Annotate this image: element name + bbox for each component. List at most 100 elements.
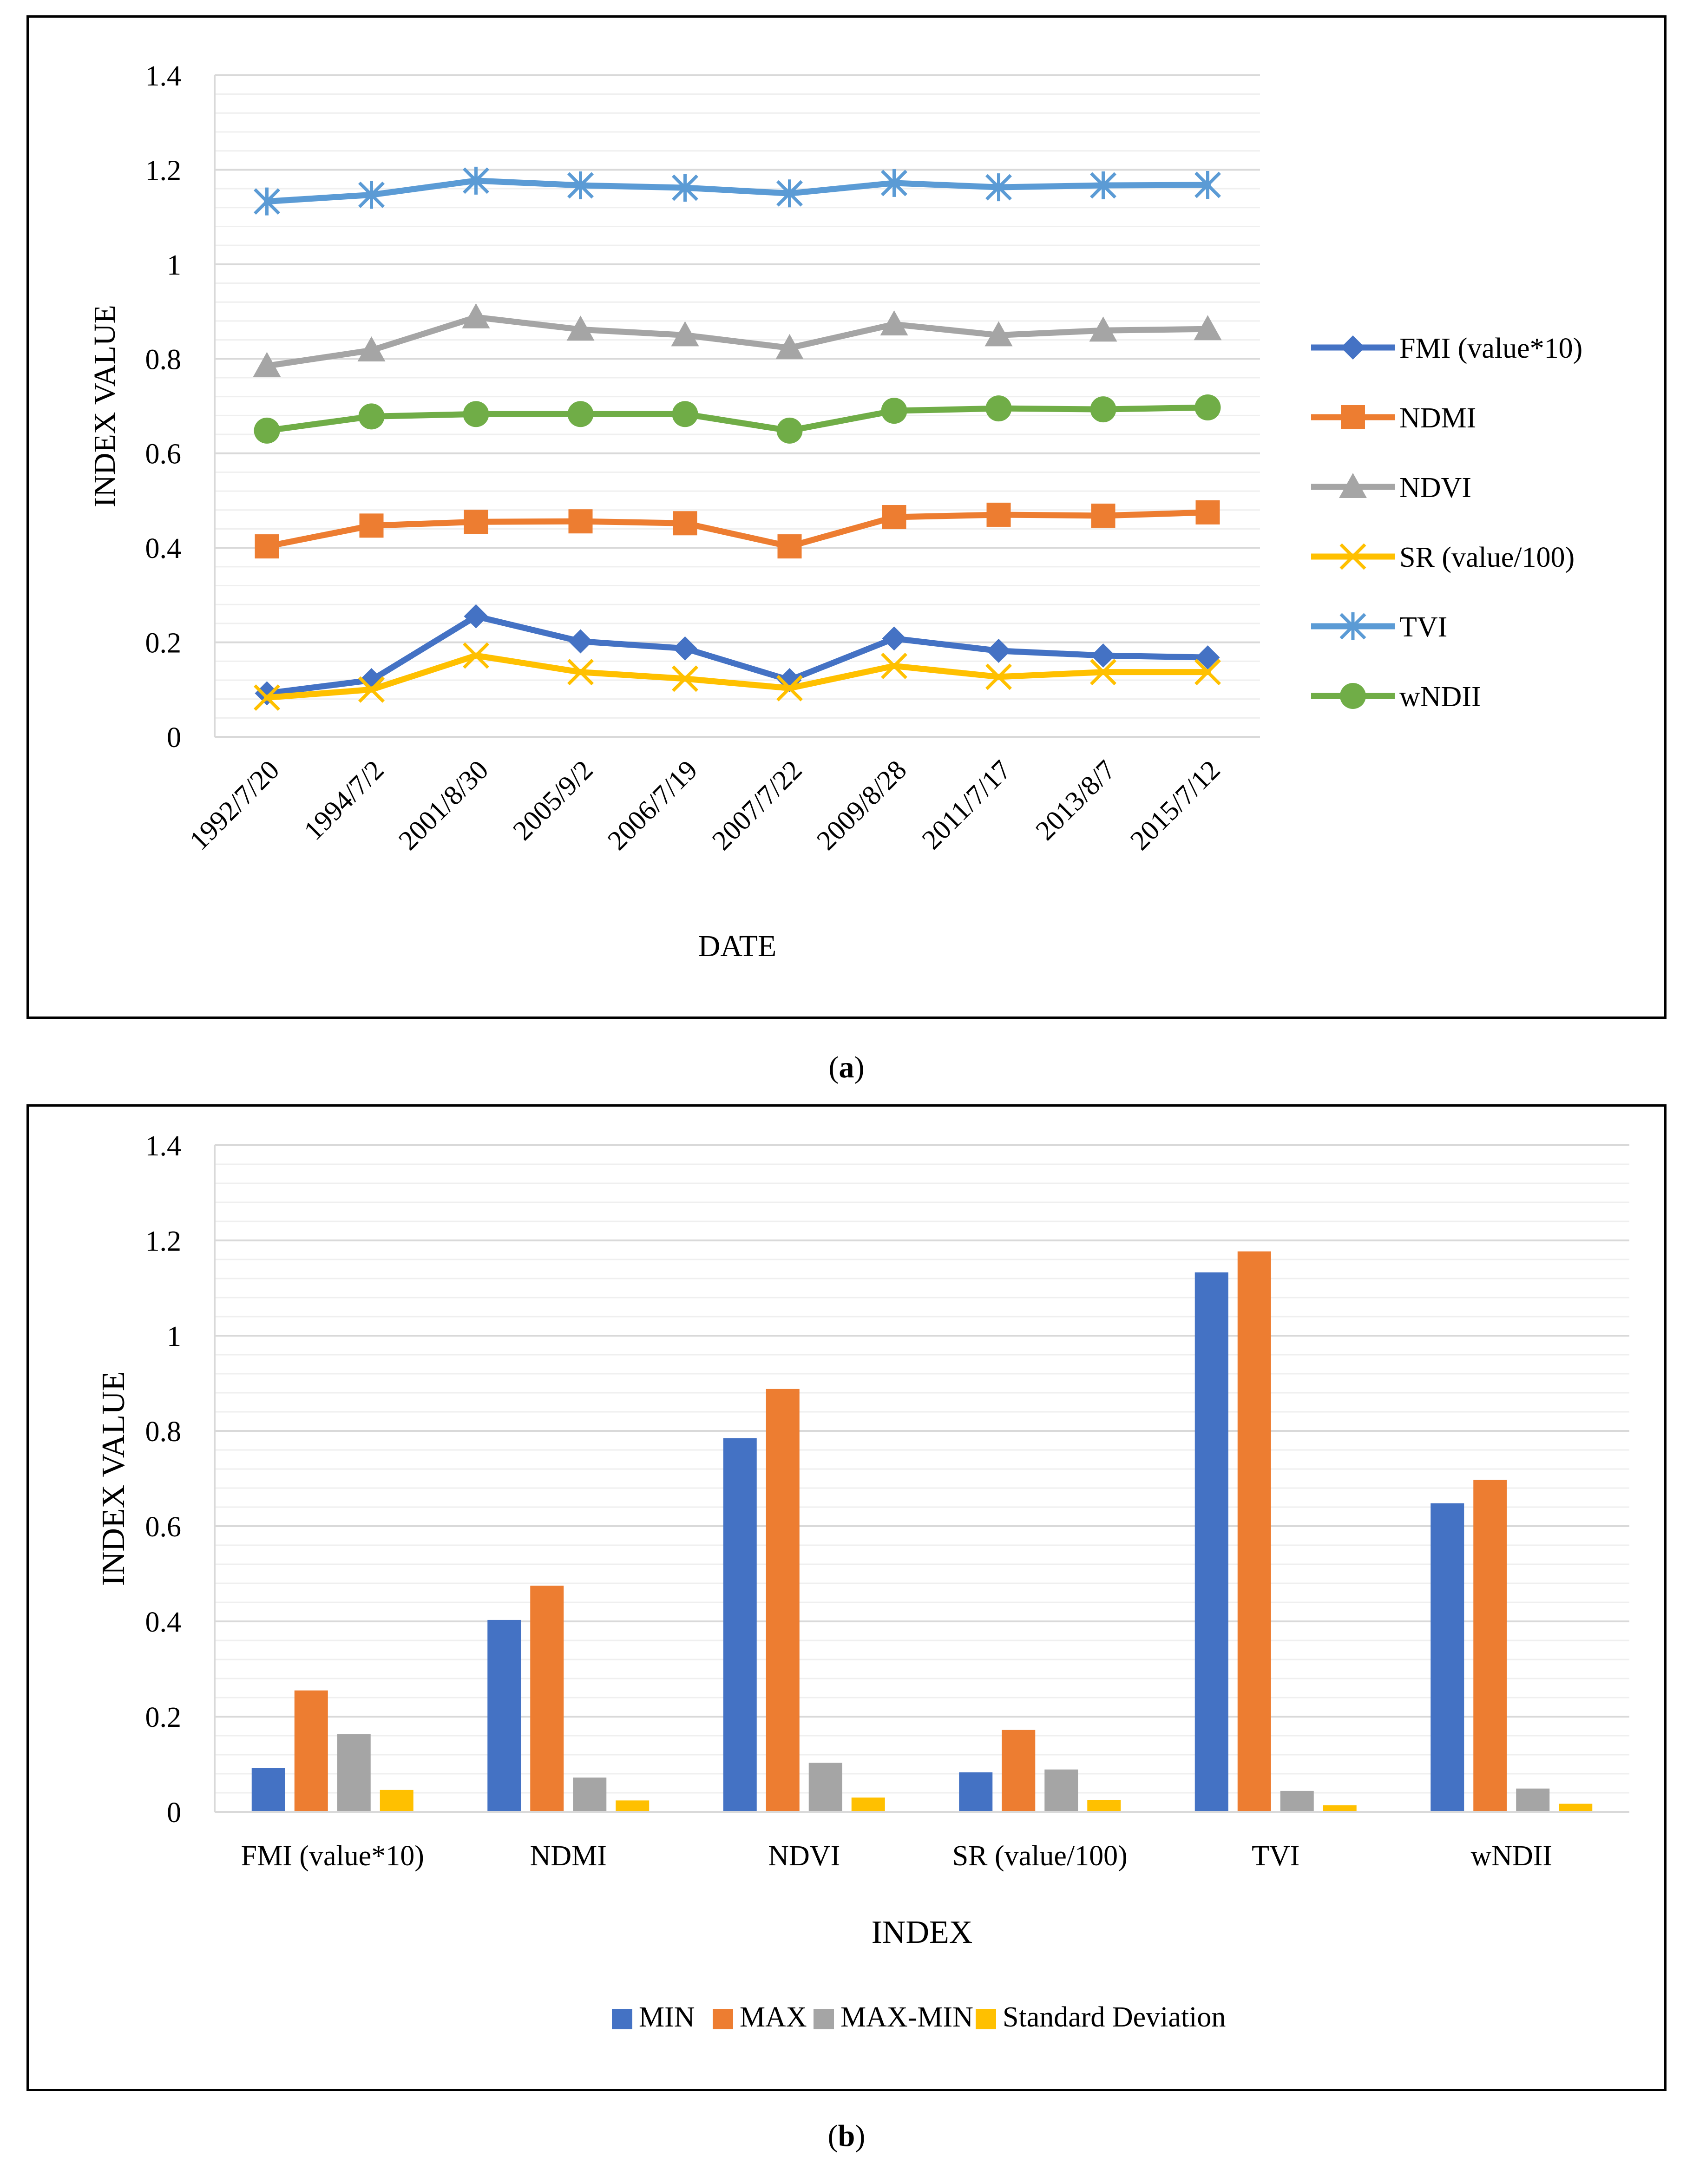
- bar-max-min-ndmi: [573, 1777, 607, 1812]
- data-point-fmi-value-10: [673, 636, 697, 661]
- series-line-wndii: [264, 404, 1211, 434]
- bar-min-fmi-value-10: [251, 1768, 285, 1812]
- data-point-ndvi: [253, 352, 281, 377]
- legend-marker: [1339, 543, 1366, 570]
- line-chart-x-tick-label: 2007/7/22: [706, 754, 808, 856]
- bar-chart-x-tick-label: wNDII: [1470, 1840, 1552, 1872]
- data-point-ndmi: [1091, 503, 1116, 528]
- bar-chart-x-tick-label: FMI (value*10): [241, 1840, 424, 1872]
- bar-max-min-tvi: [1280, 1790, 1314, 1812]
- data-point-sr-value-100: [254, 684, 280, 711]
- data-point-ndvi: [1089, 316, 1117, 342]
- data-point-sr-value-100: [985, 663, 1012, 690]
- bar-max-ndvi: [766, 1389, 800, 1812]
- bar-max-ndmi: [530, 1586, 564, 1812]
- data-point-tvi: [985, 173, 1012, 202]
- bar-standard-deviation-sr-value-100: [1087, 1800, 1121, 1812]
- legend-swatch: [814, 2009, 834, 2029]
- data-point-fmi-value-10: [568, 629, 593, 654]
- series-line-fmi-value-10: [264, 613, 1211, 696]
- legend-marker: [1339, 612, 1366, 640]
- line-chart-x-tick-label: 1992/7/20: [184, 754, 285, 856]
- bar-chart-x-tick-label: TVI: [1252, 1840, 1299, 1872]
- bar-min-wndii: [1431, 1503, 1464, 1812]
- legend-swatch: [713, 2009, 733, 2029]
- data-point-ndvi: [357, 336, 386, 361]
- bar-max-fmi-value-10: [294, 1690, 328, 1812]
- data-point-wndii: [254, 417, 280, 444]
- legend-label: Standard Deviation: [1003, 2001, 1226, 2033]
- caption-b: (b): [827, 2119, 866, 2153]
- line-series-sr-value-100: [254, 642, 1221, 711]
- series-line-sr-value-100: [264, 652, 1211, 701]
- data-point-tvi: [463, 166, 489, 195]
- series-line-tvi: [264, 177, 1211, 205]
- data-point-wndii: [463, 401, 489, 427]
- data-point-wndii: [567, 401, 594, 427]
- bar-min-ndmi: [487, 1620, 521, 1812]
- bar-chart-x-tick-label: SR (value/100): [952, 1840, 1128, 1872]
- line-chart-x-tick-label: 2005/9/2: [507, 754, 599, 846]
- data-point-fmi-value-10: [255, 681, 279, 706]
- bar-min-tvi: [1194, 1272, 1228, 1812]
- legend-label: NDMI: [1399, 402, 1476, 434]
- line-series-tvi: [254, 166, 1221, 216]
- data-point-tvi: [254, 187, 280, 216]
- line-series-fmi-value-10: [255, 604, 1220, 706]
- data-point-ndmi: [464, 510, 488, 534]
- data-point-sr-value-100: [672, 665, 698, 692]
- line-chart-x-tick-label: 2011/7/17: [916, 754, 1017, 855]
- legend-label: SR (value/100): [1399, 542, 1575, 573]
- legend-swatch: [976, 2009, 996, 2029]
- line-chart-y-tick-label: 0.6: [145, 439, 182, 470]
- data-point-ndmi: [777, 534, 802, 559]
- data-point-tvi: [1090, 171, 1116, 199]
- line-chart-x-tick-label: 2009/8/28: [811, 754, 912, 856]
- data-point-fmi-value-10: [882, 626, 906, 651]
- data-point-ndmi: [359, 513, 384, 538]
- data-point-tvi: [567, 171, 594, 199]
- bar-standard-deviation-ndvi: [851, 1797, 885, 1812]
- data-point-ndvi: [1194, 315, 1222, 341]
- line-series-wndii: [254, 394, 1221, 444]
- bar-max-sr-value-100: [1002, 1730, 1036, 1812]
- bar-chart-x-axis-title: INDEX: [872, 1915, 973, 1950]
- line-chart-y-tick-label: 0.4: [145, 533, 182, 564]
- bar-chart-x-tick-label: NDVI: [768, 1840, 840, 1872]
- bar-standard-deviation-fmi-value-10: [380, 1790, 413, 1812]
- bar-standard-deviation-tvi: [1323, 1805, 1357, 1812]
- bar-chart-y-tick-label: 1: [167, 1321, 181, 1352]
- caption-a-letter: a: [839, 1050, 854, 1084]
- data-point-ndmi: [882, 505, 906, 530]
- data-point-tvi: [881, 169, 907, 197]
- data-point-ndmi: [568, 509, 593, 534]
- line-chart-y-tick-label: 0: [167, 722, 181, 754]
- line-chart-x-tick-label: 2013/8/7: [1030, 754, 1122, 846]
- bar-min-sr-value-100: [959, 1772, 993, 1812]
- data-point-ndvi: [880, 310, 908, 336]
- legend-label: MAX-MIN: [840, 2001, 973, 2033]
- data-point-ndvi: [984, 321, 1013, 347]
- line-chart-x-tick-label: 2006/7/19: [602, 754, 703, 856]
- data-point-ndmi: [255, 534, 279, 559]
- bar-chart-y-tick-label: 0: [167, 1797, 181, 1829]
- bar-chart-y-tick-label: 1.4: [145, 1130, 182, 1162]
- caption-b-letter: b: [838, 2119, 855, 2153]
- data-point-sr-value-100: [1194, 659, 1221, 686]
- data-point-sr-value-100: [776, 675, 803, 702]
- line-chart-y-tick-label: 1.4: [145, 60, 182, 92]
- line-chart-panel: 0 0.2 0.4 0.6 0.8 1 1.2 1.4 1992/7/20 1994/7/2 200…: [26, 15, 1667, 1019]
- bar-max-tvi: [1237, 1251, 1271, 1812]
- line-series-ndmi: [255, 500, 1220, 559]
- data-point-ndvi: [671, 321, 699, 347]
- bar-max-wndii: [1473, 1480, 1507, 1812]
- line-chart-x-tick-label: 2015/7/12: [1124, 754, 1226, 856]
- bar-chart-y-tick-label: 0.8: [145, 1416, 182, 1448]
- legend-swatch: [612, 2009, 632, 2029]
- bar-chart-y-axis-title: INDEX VALUE: [96, 1371, 131, 1586]
- line-chart-y-axis-title: INDEX VALUE: [88, 305, 122, 507]
- data-point-tvi: [776, 179, 803, 208]
- bar-min-ndvi: [723, 1438, 757, 1812]
- legend-label: NDVI: [1399, 472, 1471, 504]
- data-point-wndii: [1194, 394, 1221, 421]
